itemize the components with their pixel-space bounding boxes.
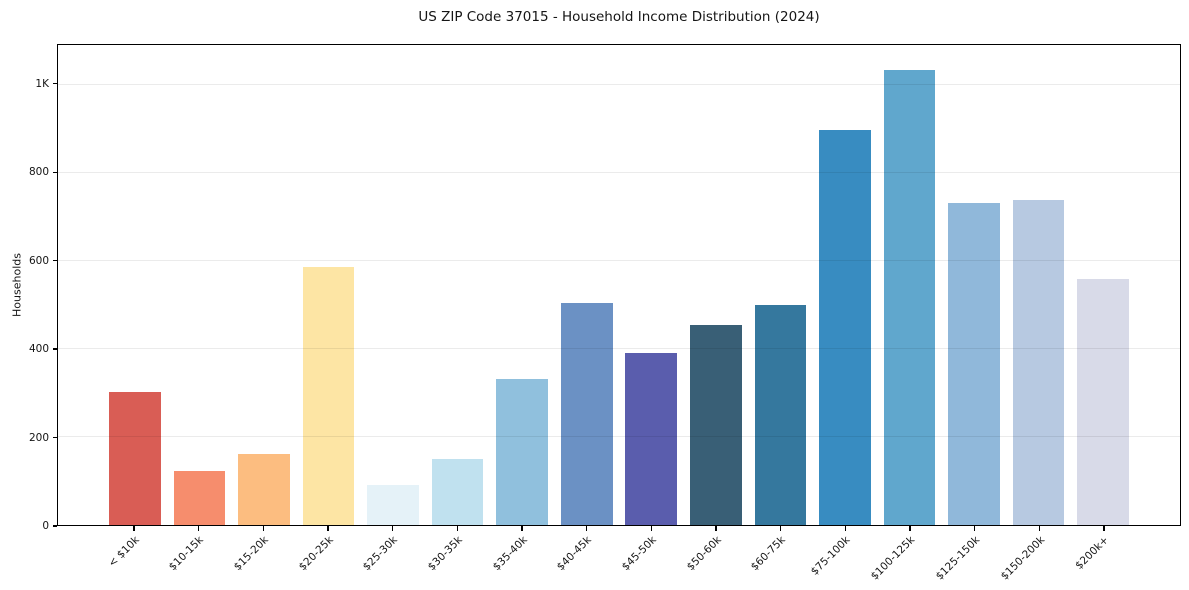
y-tick-mark-600 — [52, 260, 57, 262]
y-tick-label-200: 200 — [28, 431, 49, 444]
x-tick-label-text: $150-200k — [998, 534, 1047, 583]
x-tick-mark-10 — [780, 526, 782, 531]
y-tick-mark-0 — [52, 525, 57, 527]
bar-3 — [302, 267, 355, 525]
x-tick-mark-0 — [133, 526, 135, 531]
x-tick-mark-8 — [650, 526, 652, 531]
bar-12 — [883, 69, 936, 525]
y-tick-label-800: 800 — [28, 166, 49, 179]
x-tick-label-text: $10-15k — [167, 534, 207, 574]
bar-8 — [625, 353, 678, 525]
gridline-200 — [58, 435, 1180, 437]
y-tick-mark-400 — [52, 348, 57, 350]
x-tick-mark-2 — [262, 526, 264, 531]
y-tick-label-400: 400 — [28, 343, 49, 356]
x-tick-label-text: $25-30k — [361, 534, 401, 574]
y-tick-mark-200 — [52, 436, 57, 439]
bar-9 — [690, 324, 742, 525]
bar-0 — [109, 391, 161, 525]
x-tick-mark-14 — [1038, 526, 1040, 531]
gridline-400 — [58, 347, 1180, 349]
x-tick-mark-5 — [456, 526, 458, 531]
gridline-600 — [58, 259, 1180, 261]
x-tick-mark-7 — [586, 526, 588, 531]
x-tick-mark-11 — [844, 526, 846, 531]
y-tick-label-600: 600 — [28, 254, 49, 267]
x-tick-mark-9 — [715, 526, 717, 531]
gridline-800 — [58, 171, 1180, 173]
bar-13 — [948, 202, 1000, 525]
y-tick-label-1K: 1K — [35, 77, 49, 90]
x-tick-label-text: $40-45k — [555, 534, 595, 574]
bar-5 — [431, 458, 484, 525]
gridline-1K — [58, 83, 1180, 85]
x-tick-mark-4 — [391, 526, 394, 531]
bar-1 — [173, 471, 226, 525]
x-tick-label-text: $100-125k — [868, 534, 918, 583]
x-tick-label-text: $50-60k — [684, 534, 724, 574]
x-tick-mark-1 — [197, 526, 200, 531]
x-tick-label-text: $15-20k — [231, 534, 271, 574]
x-tick-mark-6 — [521, 526, 523, 531]
y-tick-mark-800 — [52, 171, 57, 173]
bar-4 — [367, 485, 419, 525]
x-tick-label-text: $125-150k — [933, 534, 983, 583]
x-tick-label-text: $35-40k — [490, 534, 530, 574]
plot-area — [57, 44, 1181, 526]
x-tick-label-text: $200k+ — [1073, 534, 1112, 572]
bar-14 — [1012, 200, 1065, 525]
bar-6 — [496, 379, 548, 525]
y-tick-label-0: 0 — [42, 520, 49, 532]
x-tick-label-text: $45-50k — [619, 534, 659, 574]
y-tick-mark-1K — [52, 83, 57, 85]
x-tick-label-text: $60-75k — [749, 534, 789, 574]
x-tick-mark-12 — [909, 526, 911, 531]
x-tick-label-text: $20-25k — [296, 534, 336, 574]
x-tick-mark-13 — [974, 526, 976, 531]
x-tick-label-text: $30-35k — [425, 534, 465, 574]
bar-15 — [1077, 279, 1129, 525]
bar-11 — [819, 130, 871, 525]
bar-7 — [560, 303, 613, 525]
x-tick-mark-15 — [1103, 526, 1105, 531]
chart-title: US ZIP Code 37015 - Household Income Dis… — [418, 9, 820, 25]
bar-10 — [754, 304, 807, 525]
x-tick-label-text: < $10k — [105, 534, 142, 570]
bar-2 — [238, 454, 290, 525]
x-tick-mark-3 — [327, 526, 329, 531]
x-tick-label-text: $75-100k — [809, 534, 853, 578]
